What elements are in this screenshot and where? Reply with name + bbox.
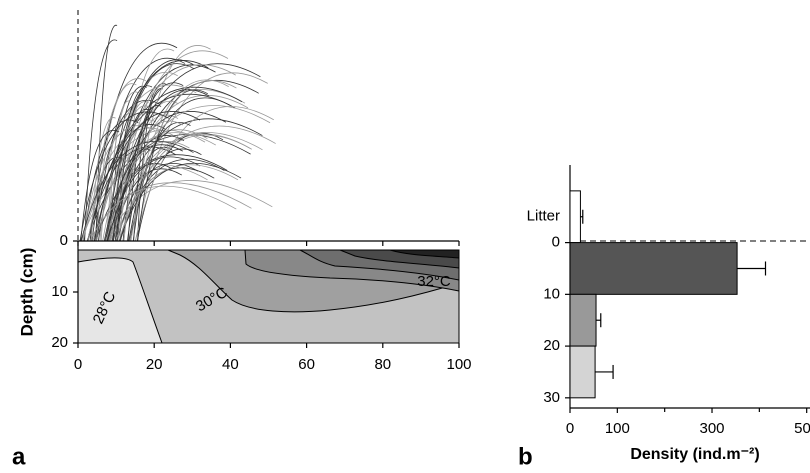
grass-blade [82,125,156,242]
contour-fill [77,249,460,344]
x-tick-label: 100 [605,420,630,437]
contour-label: 32°C [417,273,451,290]
grass-blade [95,24,118,242]
grass-blade [117,163,199,242]
grass-blade [80,129,120,242]
grass-blade [115,164,239,242]
x-tick-label: 60 [298,356,315,373]
x-tick-label: 100 [446,356,471,373]
y-tick-label: 0 [60,232,68,249]
bar [569,242,738,295]
grass-blade [107,156,201,242]
grass-blade [106,59,194,242]
y-tick-label: 20 [51,334,68,351]
bar [569,190,581,244]
grass-blade [116,148,151,242]
grass-blade [102,64,236,242]
grass-blade [117,120,183,242]
bin-label: Litter [527,208,560,225]
grass-blade [128,97,231,242]
contour-region [77,257,163,344]
grass-blade [127,105,162,242]
y-axis-title: Depth (cm) [17,248,36,337]
grass-blade [112,50,229,242]
x-tick-label: 40 [222,356,239,373]
grass-blade [99,157,130,242]
bar [569,293,597,347]
x-tick-label: 20 [146,356,163,373]
x-tick-label: 0 [74,356,82,373]
grass-blade [135,72,268,242]
grass-blade [111,135,185,242]
grass-blade [86,134,251,242]
y-tick-label: 20 [543,337,560,354]
contour-region [389,249,460,259]
grass-blade [109,132,263,242]
bar [569,345,596,399]
y-tick-label: 10 [543,285,560,302]
grass-blade [80,140,194,242]
panel-label: a [12,443,26,470]
grass-blade [119,158,225,242]
grass-blade [132,122,191,242]
grass-blade [136,132,224,242]
x-axis-title: Density (ind.m⁻²) [630,446,759,463]
x-tick-label: 80 [374,356,391,373]
grass-blade [116,108,150,242]
grass-blade [96,83,137,242]
grass-blade [89,185,237,242]
grass-blade [79,111,169,242]
grass-blade [123,100,179,242]
grass-blade [107,63,261,242]
grass-blade [130,80,237,242]
x-tick-label: 300 [699,420,724,437]
y-tick-label: 30 [543,389,560,406]
grass-drawing [79,24,276,242]
x-tick-label: 500 [794,420,810,437]
grass-blade [134,106,274,242]
y-tick-label: 10 [51,283,68,300]
grass-blade [105,105,271,242]
panel-label: b [518,443,533,470]
x-tick-label: 0 [566,420,574,437]
grass-blade [90,78,147,242]
y-tick-label: 0 [552,234,560,251]
